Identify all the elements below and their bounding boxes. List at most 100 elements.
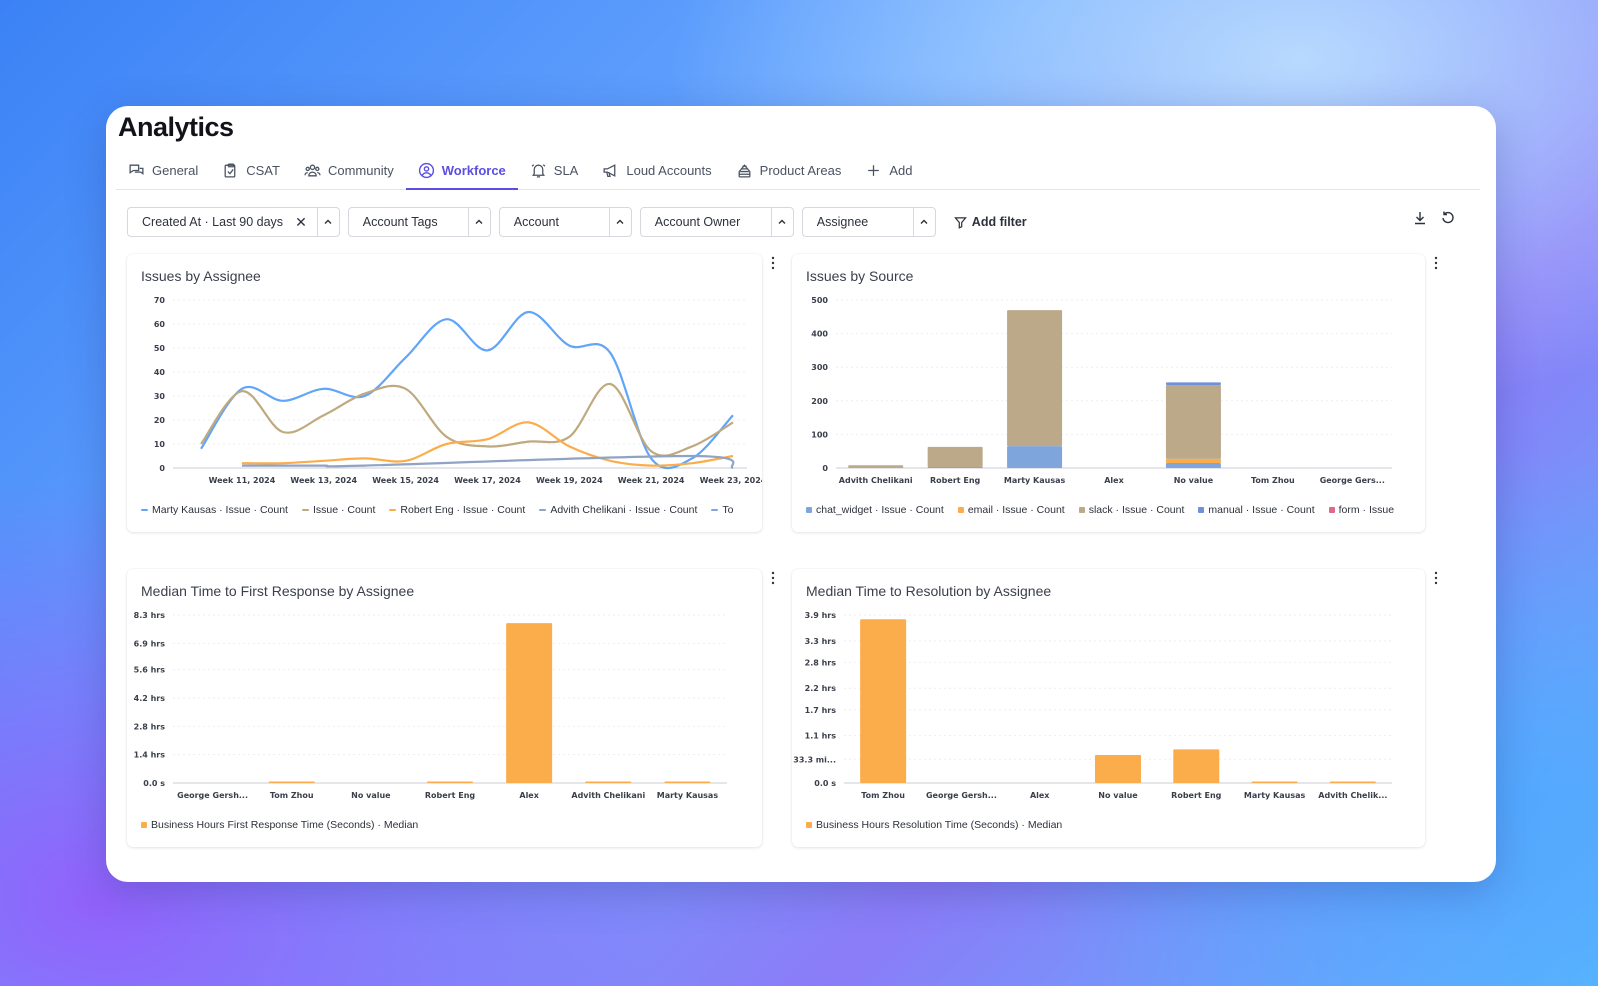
tab-general[interactable]: General [116, 151, 210, 189]
legend-item[interactable]: form · Issue [1328, 504, 1395, 516]
y-tick-label: 400 [811, 330, 828, 339]
chart-card-median-first-response: Median Time to First Response by Assigne… [127, 569, 775, 847]
tab-product-areas[interactable]: Product Areas [724, 151, 854, 189]
legend-item[interactable]: chat_widget · Issue · Count [806, 504, 944, 516]
bar-chart: 0.0 s 1.4 hrs 2.8 hrs 4.2 hrs 5.6 hrs 6.9 hrs… [134, 611, 727, 800]
y-tick-label: 4.2 hrs [134, 694, 166, 703]
more-options-icon[interactable] [770, 571, 776, 585]
more-options-icon[interactable] [770, 256, 776, 270]
legend-item[interactable]: manual · Issue · Count [1198, 504, 1315, 516]
filter-bar: Created At · Last 90 days ✕ Account Tags… [127, 207, 1027, 237]
filter-button[interactable]: Created At · Last 90 days ✕ [128, 208, 317, 236]
y-tick-label: 5.6 hrs [134, 666, 166, 675]
tab-workforce[interactable]: Workforce [405, 151, 518, 190]
y-tick-label: 2.8 hrs [805, 658, 837, 667]
x-tick-label: Advith Chelik... [1318, 791, 1387, 800]
legend-swatch [957, 507, 964, 513]
x-tick-label: Marty Kausas [1244, 791, 1306, 800]
chevron-up-icon [475, 219, 483, 224]
legend-item[interactable]: To [711, 504, 734, 516]
legend-item[interactable]: Marty Kausas · Issue · Count [141, 504, 288, 516]
legend-label: form · Issue [1338, 504, 1395, 516]
legend-label: To [722, 504, 734, 516]
bar [1173, 749, 1220, 783]
y-tick-label: 1.4 hrs [134, 751, 166, 760]
filter-created-at[interactable]: Created At · Last 90 days ✕ [127, 207, 340, 237]
filter-toggle[interactable] [770, 208, 793, 236]
y-tick-label: 500 [811, 296, 828, 305]
bar [848, 465, 904, 468]
legend-item[interactable]: Business Hours Resolution Time (Seconds)… [806, 819, 1062, 831]
more-options-icon[interactable] [1433, 571, 1439, 585]
y-tick-label: 0 [822, 464, 828, 473]
filter-toggle[interactable] [316, 208, 339, 236]
tab-label: Add [889, 162, 913, 178]
x-tick-label: Week 11, 2024 [209, 476, 276, 485]
legend-swatch [141, 509, 148, 511]
x-tick-label: Marty Kausas [657, 791, 719, 800]
legend-item[interactable]: slack · Issue · Count [1078, 504, 1184, 516]
bar [1165, 385, 1221, 459]
refresh-icon[interactable] [1440, 210, 1456, 226]
legend-label: Robert Eng · Issue · Count [400, 504, 526, 516]
x-tick-label: Week 13, 2024 [290, 476, 357, 485]
tab-add[interactable]: Add [853, 151, 924, 189]
y-tick-label: 70 [154, 296, 166, 305]
y-tick-label: 50 [154, 344, 166, 353]
chart-legend: Business Hours First Response Time (Seco… [141, 819, 418, 831]
more-options-icon[interactable] [1433, 256, 1439, 270]
filter-toggle[interactable] [912, 208, 935, 236]
legend-swatch [711, 509, 719, 511]
x-tick-label: Week 19, 2024 [536, 476, 603, 485]
bar [268, 781, 315, 783]
y-tick-label: 0.0 s [143, 779, 165, 788]
bar [506, 623, 553, 783]
legend-item[interactable]: Advith Chelikani · Issue · Count [539, 504, 697, 516]
download-icon[interactable] [1412, 210, 1428, 226]
filter-account[interactable]: Account [498, 207, 632, 237]
tab-loud-accounts[interactable]: Loud Accounts [590, 151, 723, 189]
filter-label: Created At · Last 90 days [142, 215, 284, 229]
chevron-up-icon [616, 219, 624, 224]
filter-button[interactable]: Account Tags [349, 208, 468, 236]
chevron-up-icon [324, 219, 332, 224]
chart-card-median-resolution: Median Time to Resolution by Assignee 0.… [792, 569, 1438, 847]
filter-account-tags[interactable]: Account Tags [347, 207, 491, 237]
chart-title: Issues by Assignee [141, 268, 261, 284]
filter-button[interactable]: Account [500, 208, 609, 236]
y-tick-label: 20 [154, 416, 166, 425]
legend-item[interactable]: Robert Eng · Issue · Count [389, 504, 525, 516]
user-circle-icon [418, 162, 434, 178]
add-filter-label: Add filter [971, 215, 1027, 229]
chat-bubbles-icon [129, 164, 144, 175]
tab-csat[interactable]: CSAT [210, 151, 292, 189]
bar [664, 781, 711, 783]
x-tick-label: Robert Eng [1171, 791, 1222, 800]
clear-icon[interactable]: ✕ [295, 213, 307, 230]
filter-toggle[interactable] [467, 208, 490, 236]
tab-community[interactable]: Community [292, 151, 406, 189]
legend-item[interactable]: Business Hours First Response Time (Seco… [141, 819, 418, 831]
bar [1007, 446, 1063, 468]
filter-toggle[interactable] [608, 208, 631, 236]
x-tick-label: George Gersh... [177, 791, 248, 800]
y-tick-label: 8.3 hrs [134, 611, 166, 620]
filter-button[interactable]: Assignee [803, 208, 913, 236]
filter-button[interactable]: Account Owner [641, 208, 771, 236]
y-tick-label: 10 [154, 440, 166, 449]
filter-account-owner[interactable]: Account Owner [639, 207, 794, 237]
chevron-up-icon [778, 219, 786, 224]
legend-item[interactable]: Issue · Count [301, 504, 375, 516]
line-chart: 0 10 20 30 40 50 60 70 Week 11, 2024 Week 13, 202… [154, 296, 762, 485]
filter-assignee[interactable]: Assignee [801, 207, 936, 237]
bar [1095, 755, 1141, 783]
bar [1329, 781, 1376, 783]
filter-label: Account Owner [654, 215, 741, 229]
x-tick-label: No value [1174, 476, 1214, 485]
tab-label: Loud Accounts [626, 162, 712, 178]
legend-item[interactable]: email · Issue · Count [957, 504, 1065, 516]
add-filter-button[interactable]: Add filter [953, 215, 1027, 229]
series-line [200, 310, 734, 470]
tab-sla[interactable]: SLA [518, 151, 591, 189]
clipboard-icon [224, 162, 236, 178]
